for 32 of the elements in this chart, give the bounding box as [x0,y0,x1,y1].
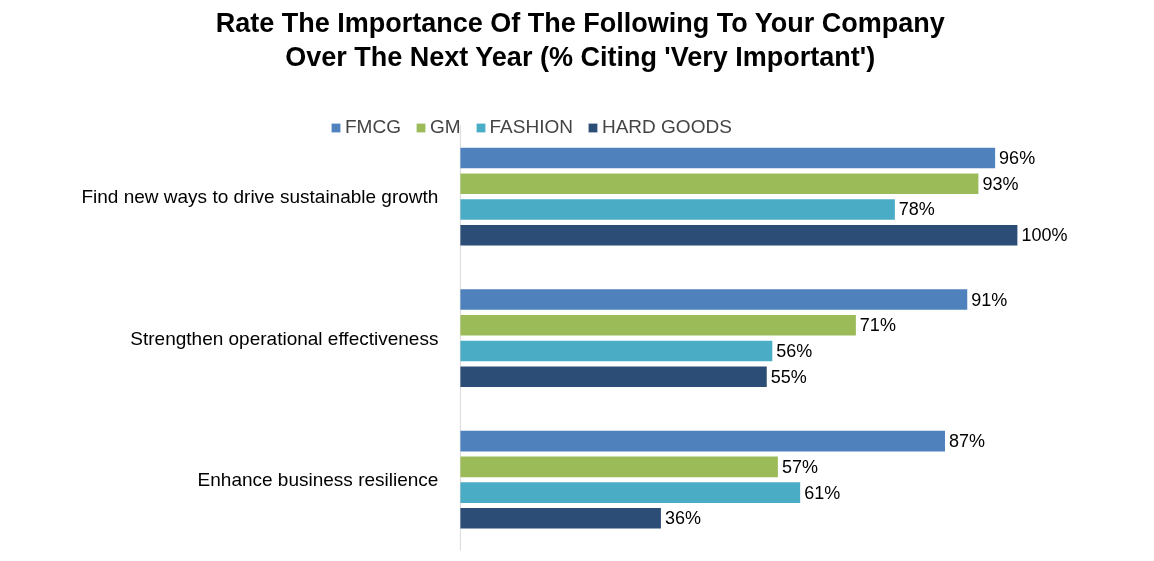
y-tick-label: Strengthen operational effectiveness [130,327,439,349]
legend-label: FMCG [345,116,401,138]
legend-label: GM [429,116,461,138]
bar [460,508,661,529]
data-label: 55% [770,366,807,387]
bar [460,224,1018,246]
bar [460,456,778,478]
bar [460,315,856,336]
data-label: 91% [971,289,1008,310]
data-label: 36% [664,508,701,529]
bar [460,199,895,220]
data-label: 71% [859,315,896,336]
chart-title: Rate The Importance Of The Following To Your Company Over The Next Year (% Citing 'Very Important') [215,7,945,72]
bar [460,340,773,362]
bar [460,147,996,169]
bar [460,482,801,503]
data-label: 78% [898,199,935,220]
y-tick-label: Find new ways to drive sustainable growth [81,186,439,208]
bar [460,173,979,195]
data-label: 100% [1021,225,1068,246]
data-label: 96% [999,148,1036,168]
data-label: 57% [781,456,818,477]
bar [460,430,945,452]
legend-label: FASHION [489,116,573,138]
data-label: 87% [948,431,986,452]
data-label: 56% [776,341,813,362]
y-tick-label: Enhance business resilience [197,469,439,491]
bar [460,289,968,310]
legend-label: HARD GOODS [601,116,732,138]
data-label: 61% [804,482,841,503]
data-label: 93% [982,173,1019,194]
bar [460,366,767,388]
